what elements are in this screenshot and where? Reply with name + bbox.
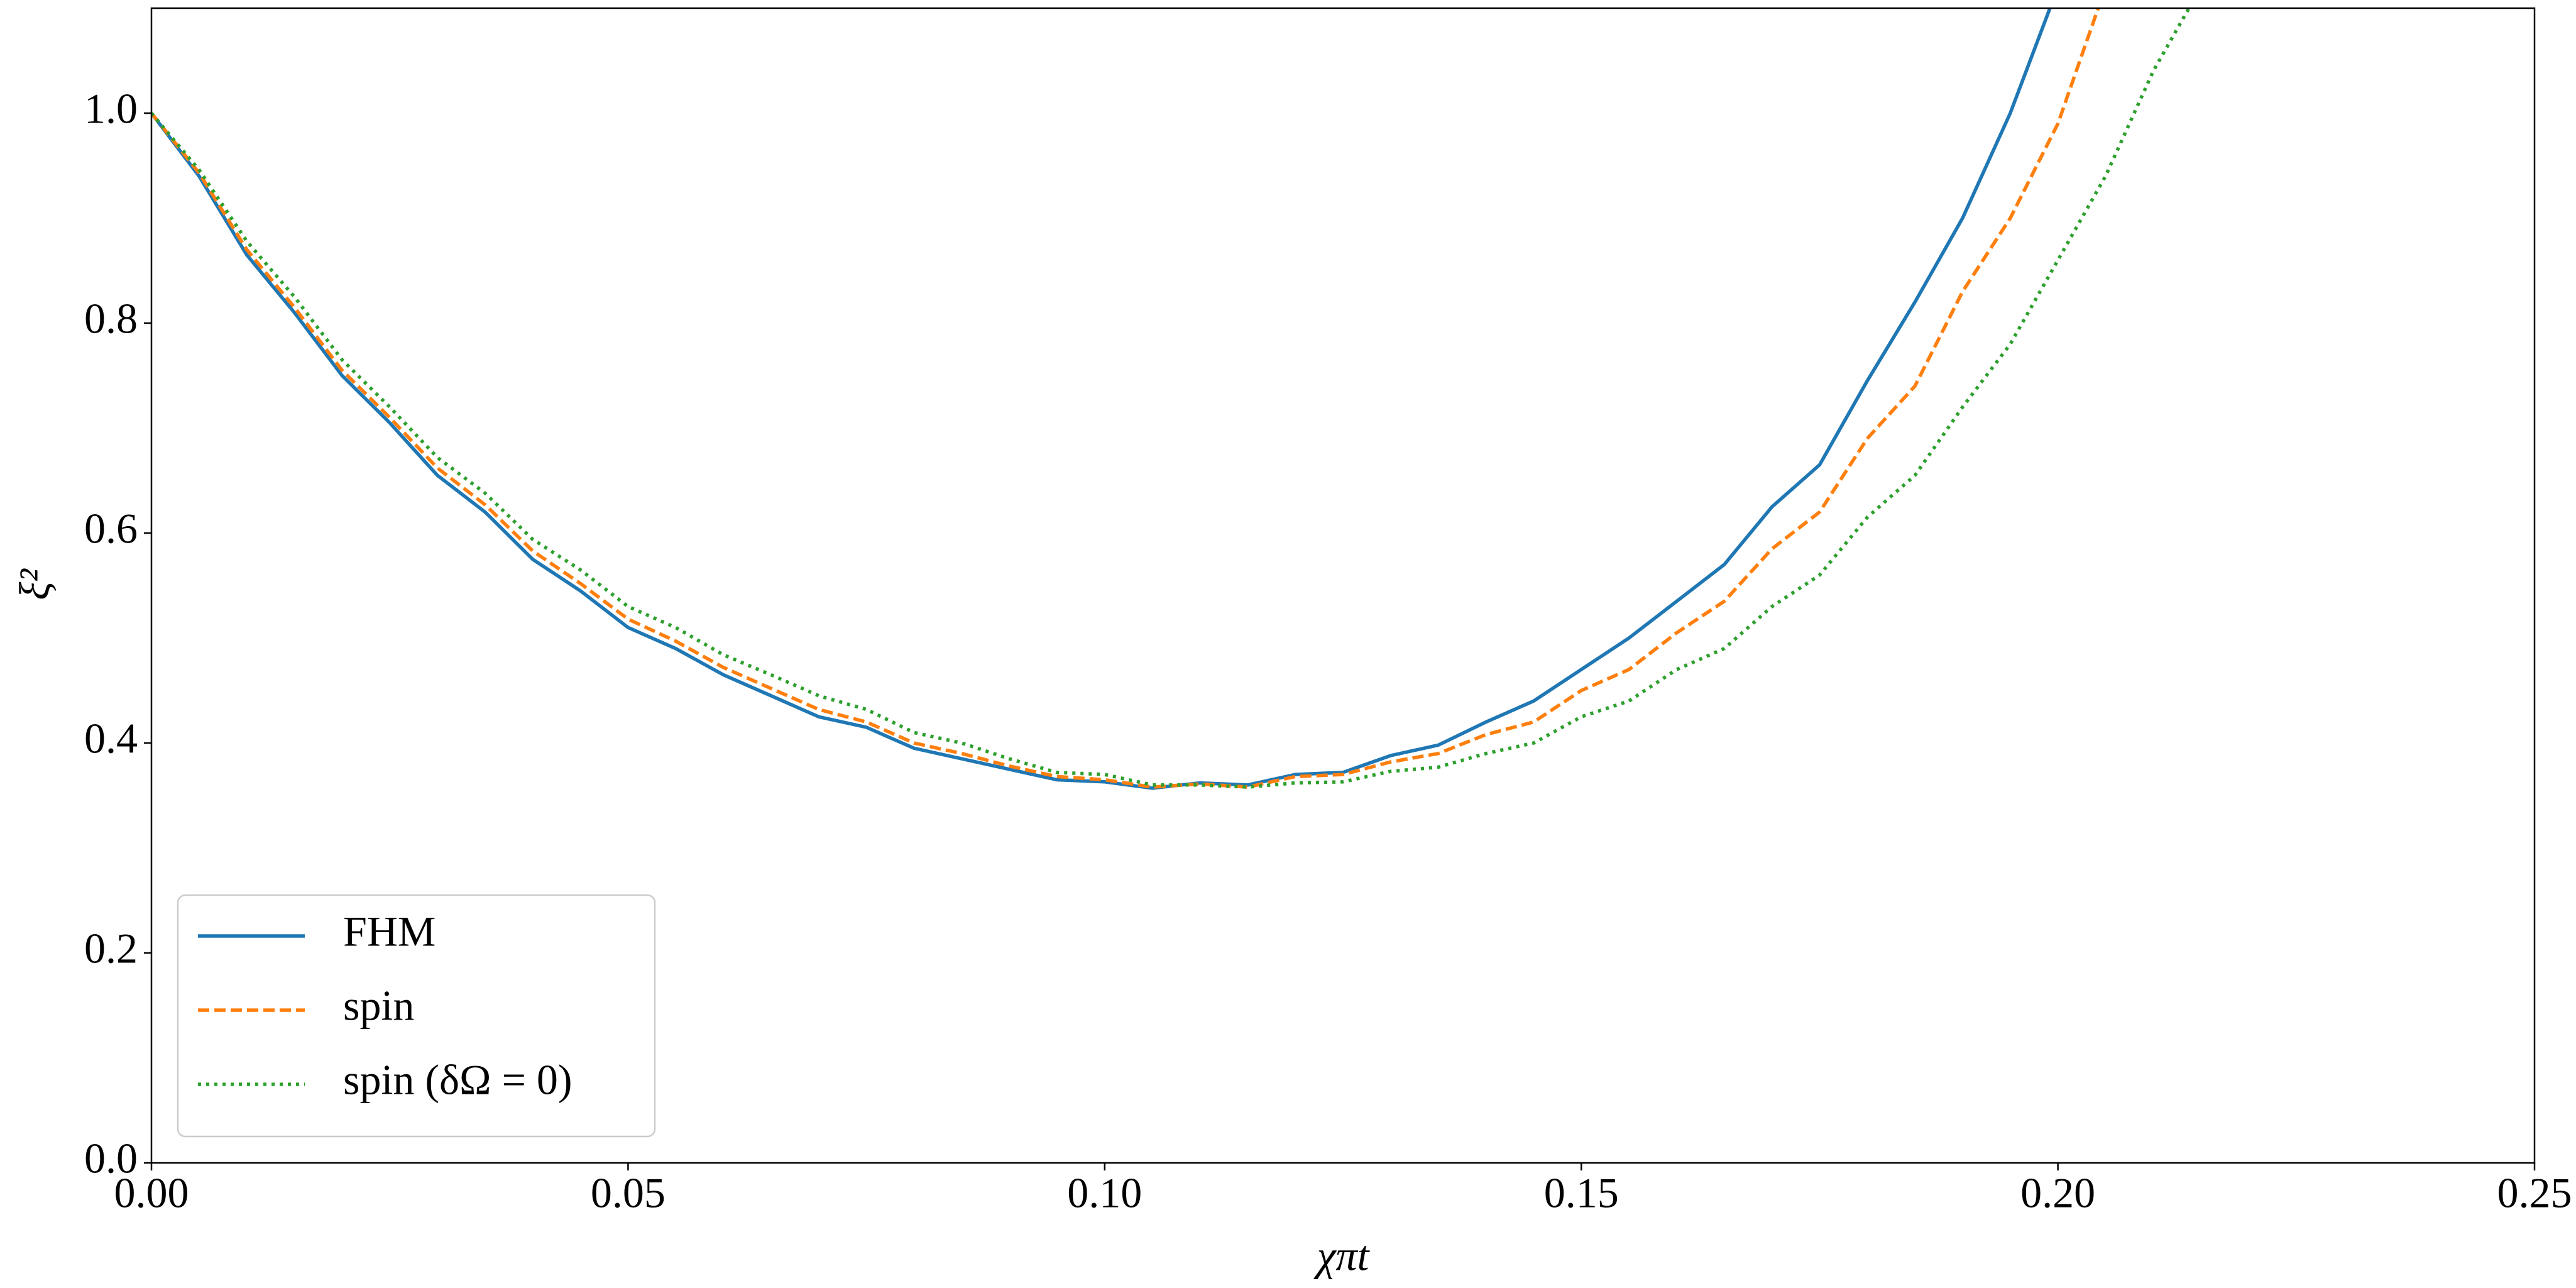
legend-box bbox=[177, 894, 656, 1138]
plot-area bbox=[151, 8, 2191, 790]
y-tick-label: 0.2 bbox=[84, 925, 138, 972]
series-line bbox=[151, 8, 2100, 789]
legend-label: spin bbox=[343, 982, 414, 1030]
y-tick-label: 0.6 bbox=[84, 505, 138, 553]
x-axis-label: χπt bbox=[1313, 1232, 1371, 1280]
x-tick-label: 0.05 bbox=[591, 1169, 666, 1217]
y-tick-label: 0.0 bbox=[84, 1135, 138, 1182]
legend: FHM spin spin (δΩ = 0) bbox=[177, 894, 656, 1138]
plot-frame bbox=[150, 7, 2536, 1164]
y-axis-label: ξ² bbox=[11, 568, 58, 600]
x-tick-label: 0.10 bbox=[1067, 1169, 1142, 1217]
x-tick-label: 0.25 bbox=[2497, 1169, 2572, 1217]
x-tick-label: 0.00 bbox=[114, 1169, 189, 1217]
y-tick-label: 0.8 bbox=[84, 295, 138, 343]
series-line bbox=[151, 8, 2191, 789]
x-tick-label: 0.20 bbox=[2020, 1169, 2095, 1217]
legend-label: FHM bbox=[343, 908, 436, 955]
y-tick-label: 0.4 bbox=[84, 715, 138, 762]
series-line bbox=[151, 8, 2052, 790]
x-tick-label: 0.15 bbox=[1544, 1169, 1619, 1217]
y-tick-label: 1.0 bbox=[84, 85, 138, 133]
legend-label: spin (δΩ = 0) bbox=[343, 1056, 573, 1104]
